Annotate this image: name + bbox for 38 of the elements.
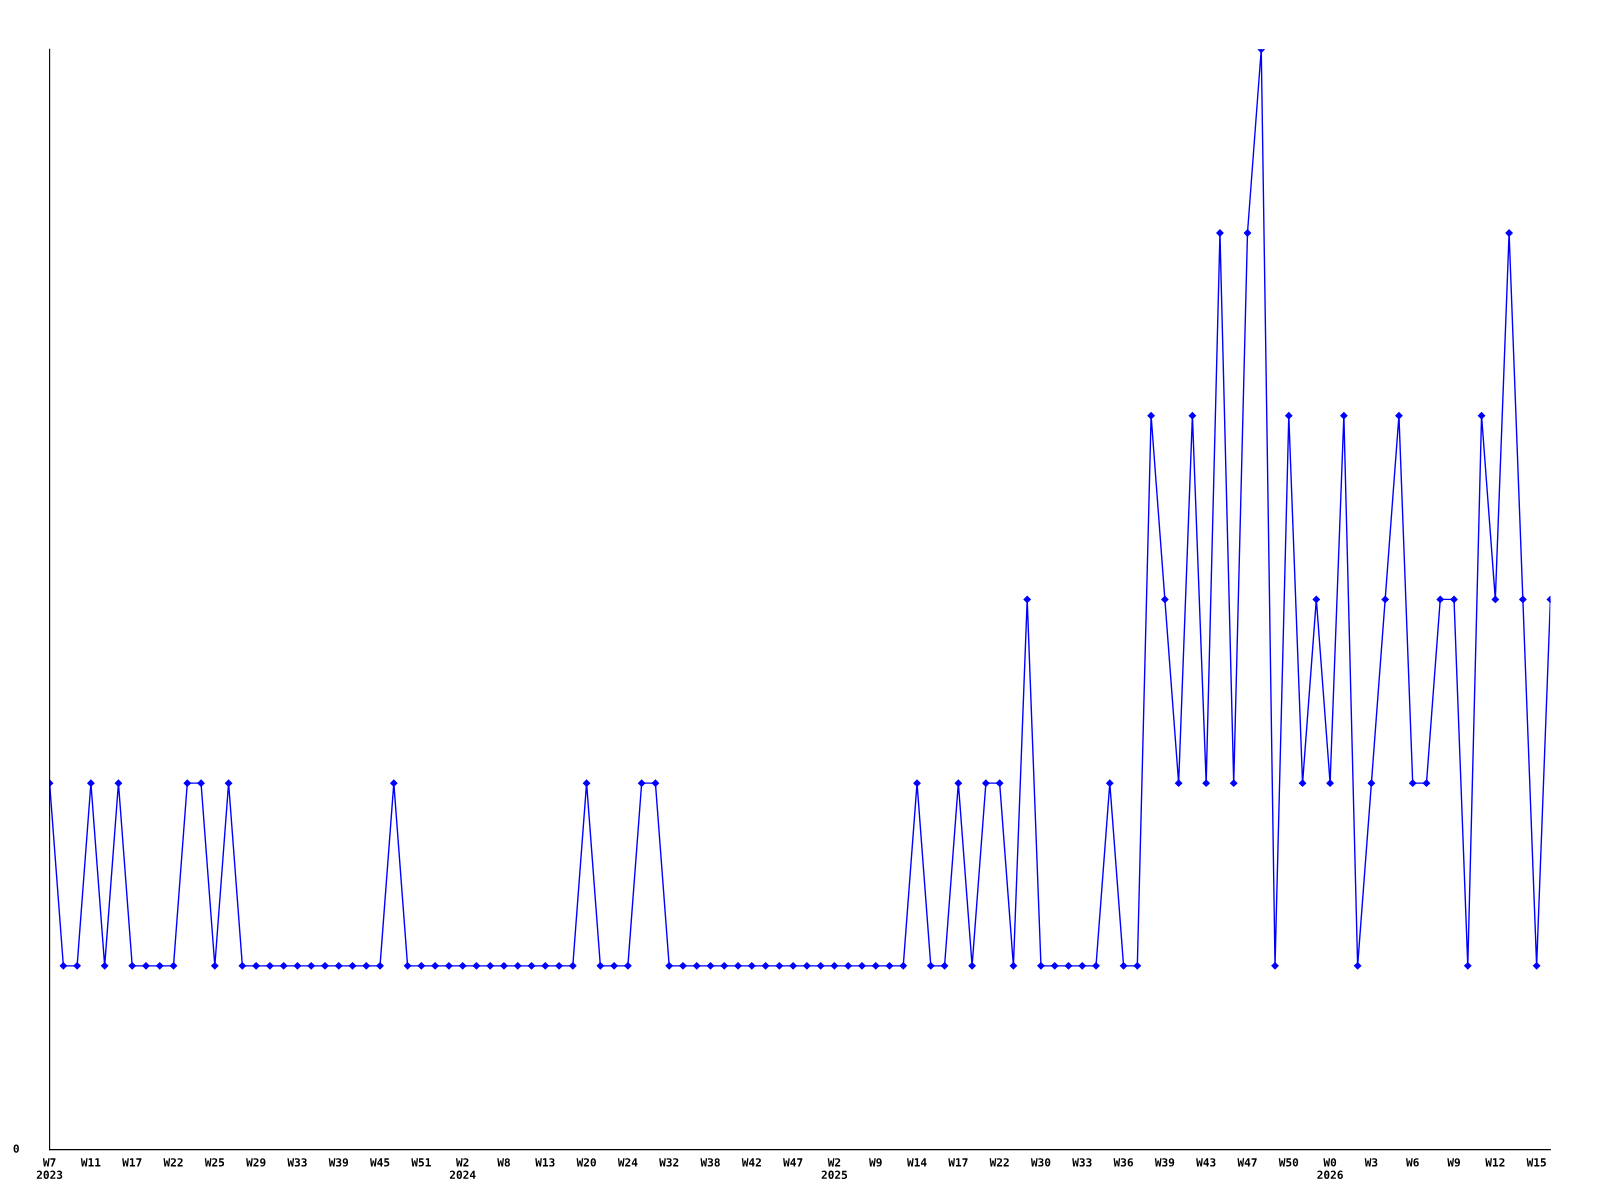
x-tick-label: W39 xyxy=(1154,1158,1175,1167)
x-tick-label: W30 xyxy=(1030,1158,1051,1167)
x-tick-label: W29 xyxy=(246,1158,266,1167)
x-tick-label: W14 xyxy=(907,1158,927,1167)
x-tick-label: W24 xyxy=(617,1158,638,1167)
x-tick-label: W43 xyxy=(1196,1158,1216,1167)
text: 0 xyxy=(13,1144,19,1153)
x-tick-label: W42 xyxy=(741,1158,761,1167)
x-tick-label: W13 xyxy=(535,1158,555,1167)
x-tick-label: W51 xyxy=(411,1158,431,1167)
x-tick-label: W32 xyxy=(659,1158,679,1167)
x-tick-label: W45 xyxy=(370,1158,390,1167)
x-tick-label: W6 xyxy=(1406,1158,1419,1167)
x-tick-label: W33 xyxy=(1072,1158,1092,1167)
x-tick-label: W39 xyxy=(328,1158,349,1167)
x-tick-label: W25 xyxy=(204,1158,225,1167)
x-tick-label: W9 xyxy=(1447,1158,1460,1167)
x-tick-label: W15 xyxy=(1526,1158,1546,1167)
x-tick-label: W47 xyxy=(1237,1158,1257,1167)
x-tick-label: W2 2024 xyxy=(449,1158,476,1179)
x-tick-label: W50 xyxy=(1278,1158,1299,1167)
x-tick-label: W33 xyxy=(287,1158,307,1167)
x-tick-label: W22 xyxy=(989,1158,1009,1167)
x-tick-label: W20 xyxy=(576,1158,596,1167)
x-tick-label: W11 xyxy=(80,1158,101,1167)
x-tick-label: W17 xyxy=(948,1158,968,1167)
x-tick-label: W17 xyxy=(122,1158,142,1167)
x-tick-label: W9 xyxy=(869,1158,882,1167)
x-tick-label: W3 xyxy=(1364,1158,1378,1167)
x-tick-label: W47 xyxy=(783,1158,803,1167)
x-tick-label: W12 xyxy=(1485,1158,1505,1167)
x-tick-label: W8 xyxy=(497,1158,510,1167)
x-tick-label: W0 2026 xyxy=(1317,1158,1343,1179)
x-tick-label: W7 2023 xyxy=(36,1158,63,1179)
x-tick-label: W2 2025 xyxy=(821,1158,848,1179)
x-tick-label: W38 xyxy=(700,1158,720,1167)
x-tick-label: W22 xyxy=(163,1158,183,1167)
x-tick-label: W36 xyxy=(1113,1158,1133,1167)
